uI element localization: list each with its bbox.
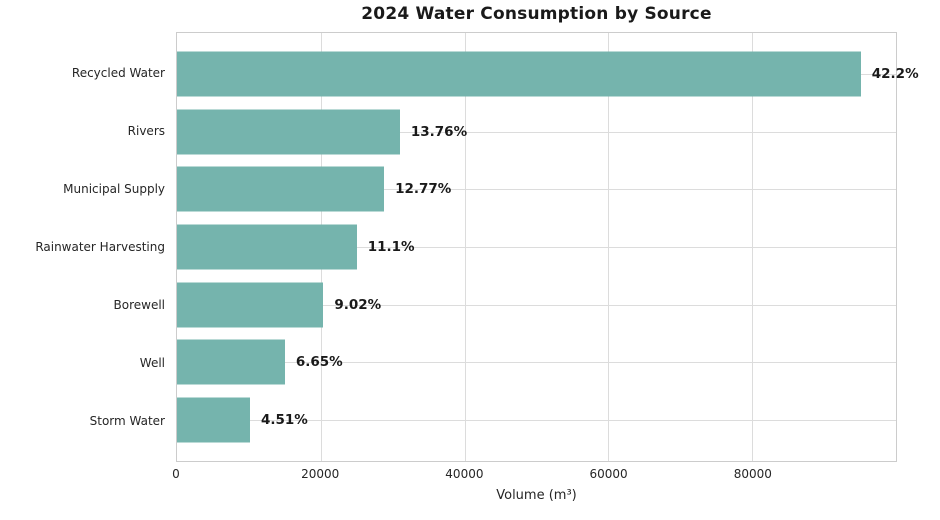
bar-row: 12.77% [177,160,896,218]
x-tick-label: 80000 [733,467,772,481]
category-row: Rivers [0,102,165,160]
horizontal-gridline [177,304,896,306]
bar-value-label: 42.2% [871,65,919,82]
bar-value-label: 12.77% [395,181,452,198]
bar-value-label: 6.65% [295,354,343,371]
bar [177,282,324,328]
bar [177,109,400,155]
x-tick-label: 0 [172,467,180,481]
x-axis-tick-labels: 0 20000 40000 60000 80000 [0,467,940,483]
bar-value-label: 13.76% [410,123,468,140]
vertical-gridline [608,33,610,461]
category-label: Storm Water [89,414,165,428]
category-label: Recycled Water [71,66,165,80]
category-row: Municipal Supply [0,160,165,218]
bar-rows: 42.2% 13.76% 12.77% 11.1% 9.02% 6.65% 4.51% [177,33,919,461]
horizontal-gridline [177,189,896,191]
x-tick-label: 40000 [445,467,484,481]
horizontal-gridline [177,420,896,422]
bar-row: 11.1% [177,218,896,276]
category-label: Borewell [113,298,166,312]
bar-row: 13.76% [177,103,896,161]
category-row: Well [0,334,165,392]
bar [177,166,385,212]
bar-row: 4.51% [177,391,896,449]
category-label: Rivers [127,124,165,138]
plot-area: 42.2% 13.76% 12.77% 11.1% 9.02% 6.65% 4.51% [176,32,919,462]
bar-value-label: 11.1% [367,239,415,256]
horizontal-gridline [177,131,896,133]
category-row: Storm Water [0,392,165,450]
chart-title: 2024 Water Consumption by Source [361,4,712,24]
x-axis-title: Volume (m³) [496,488,577,503]
category-row: Recycled Water [0,44,165,102]
bar [177,339,285,385]
x-tick-label: 20000 [301,467,340,481]
category-row: Borewell [0,276,166,334]
vertical-gridline [464,33,466,461]
category-label: Municipal Supply [63,182,165,196]
category-label: Rainwater Harvesting [35,240,165,254]
bar-value-label: 9.02% [334,296,382,313]
bar-row: 6.65% [177,334,896,392]
horizontal-gridline [177,247,896,249]
category-label: Well [139,356,165,370]
bar [177,397,250,443]
horizontal-gridline [177,362,896,364]
bar [177,224,357,270]
bar [177,51,861,97]
bar-row: 9.02% [177,276,896,334]
x-tick-label: 60000 [589,467,628,481]
category-row: Rainwater Harvesting [0,218,165,276]
vertical-gridline [752,33,754,461]
y-axis-category-labels: Recycled Water Rivers Municipal Supply Rain… [0,32,165,462]
bar-value-label: 4.51% [260,412,308,429]
bar-row: 42.2% [177,45,919,103]
